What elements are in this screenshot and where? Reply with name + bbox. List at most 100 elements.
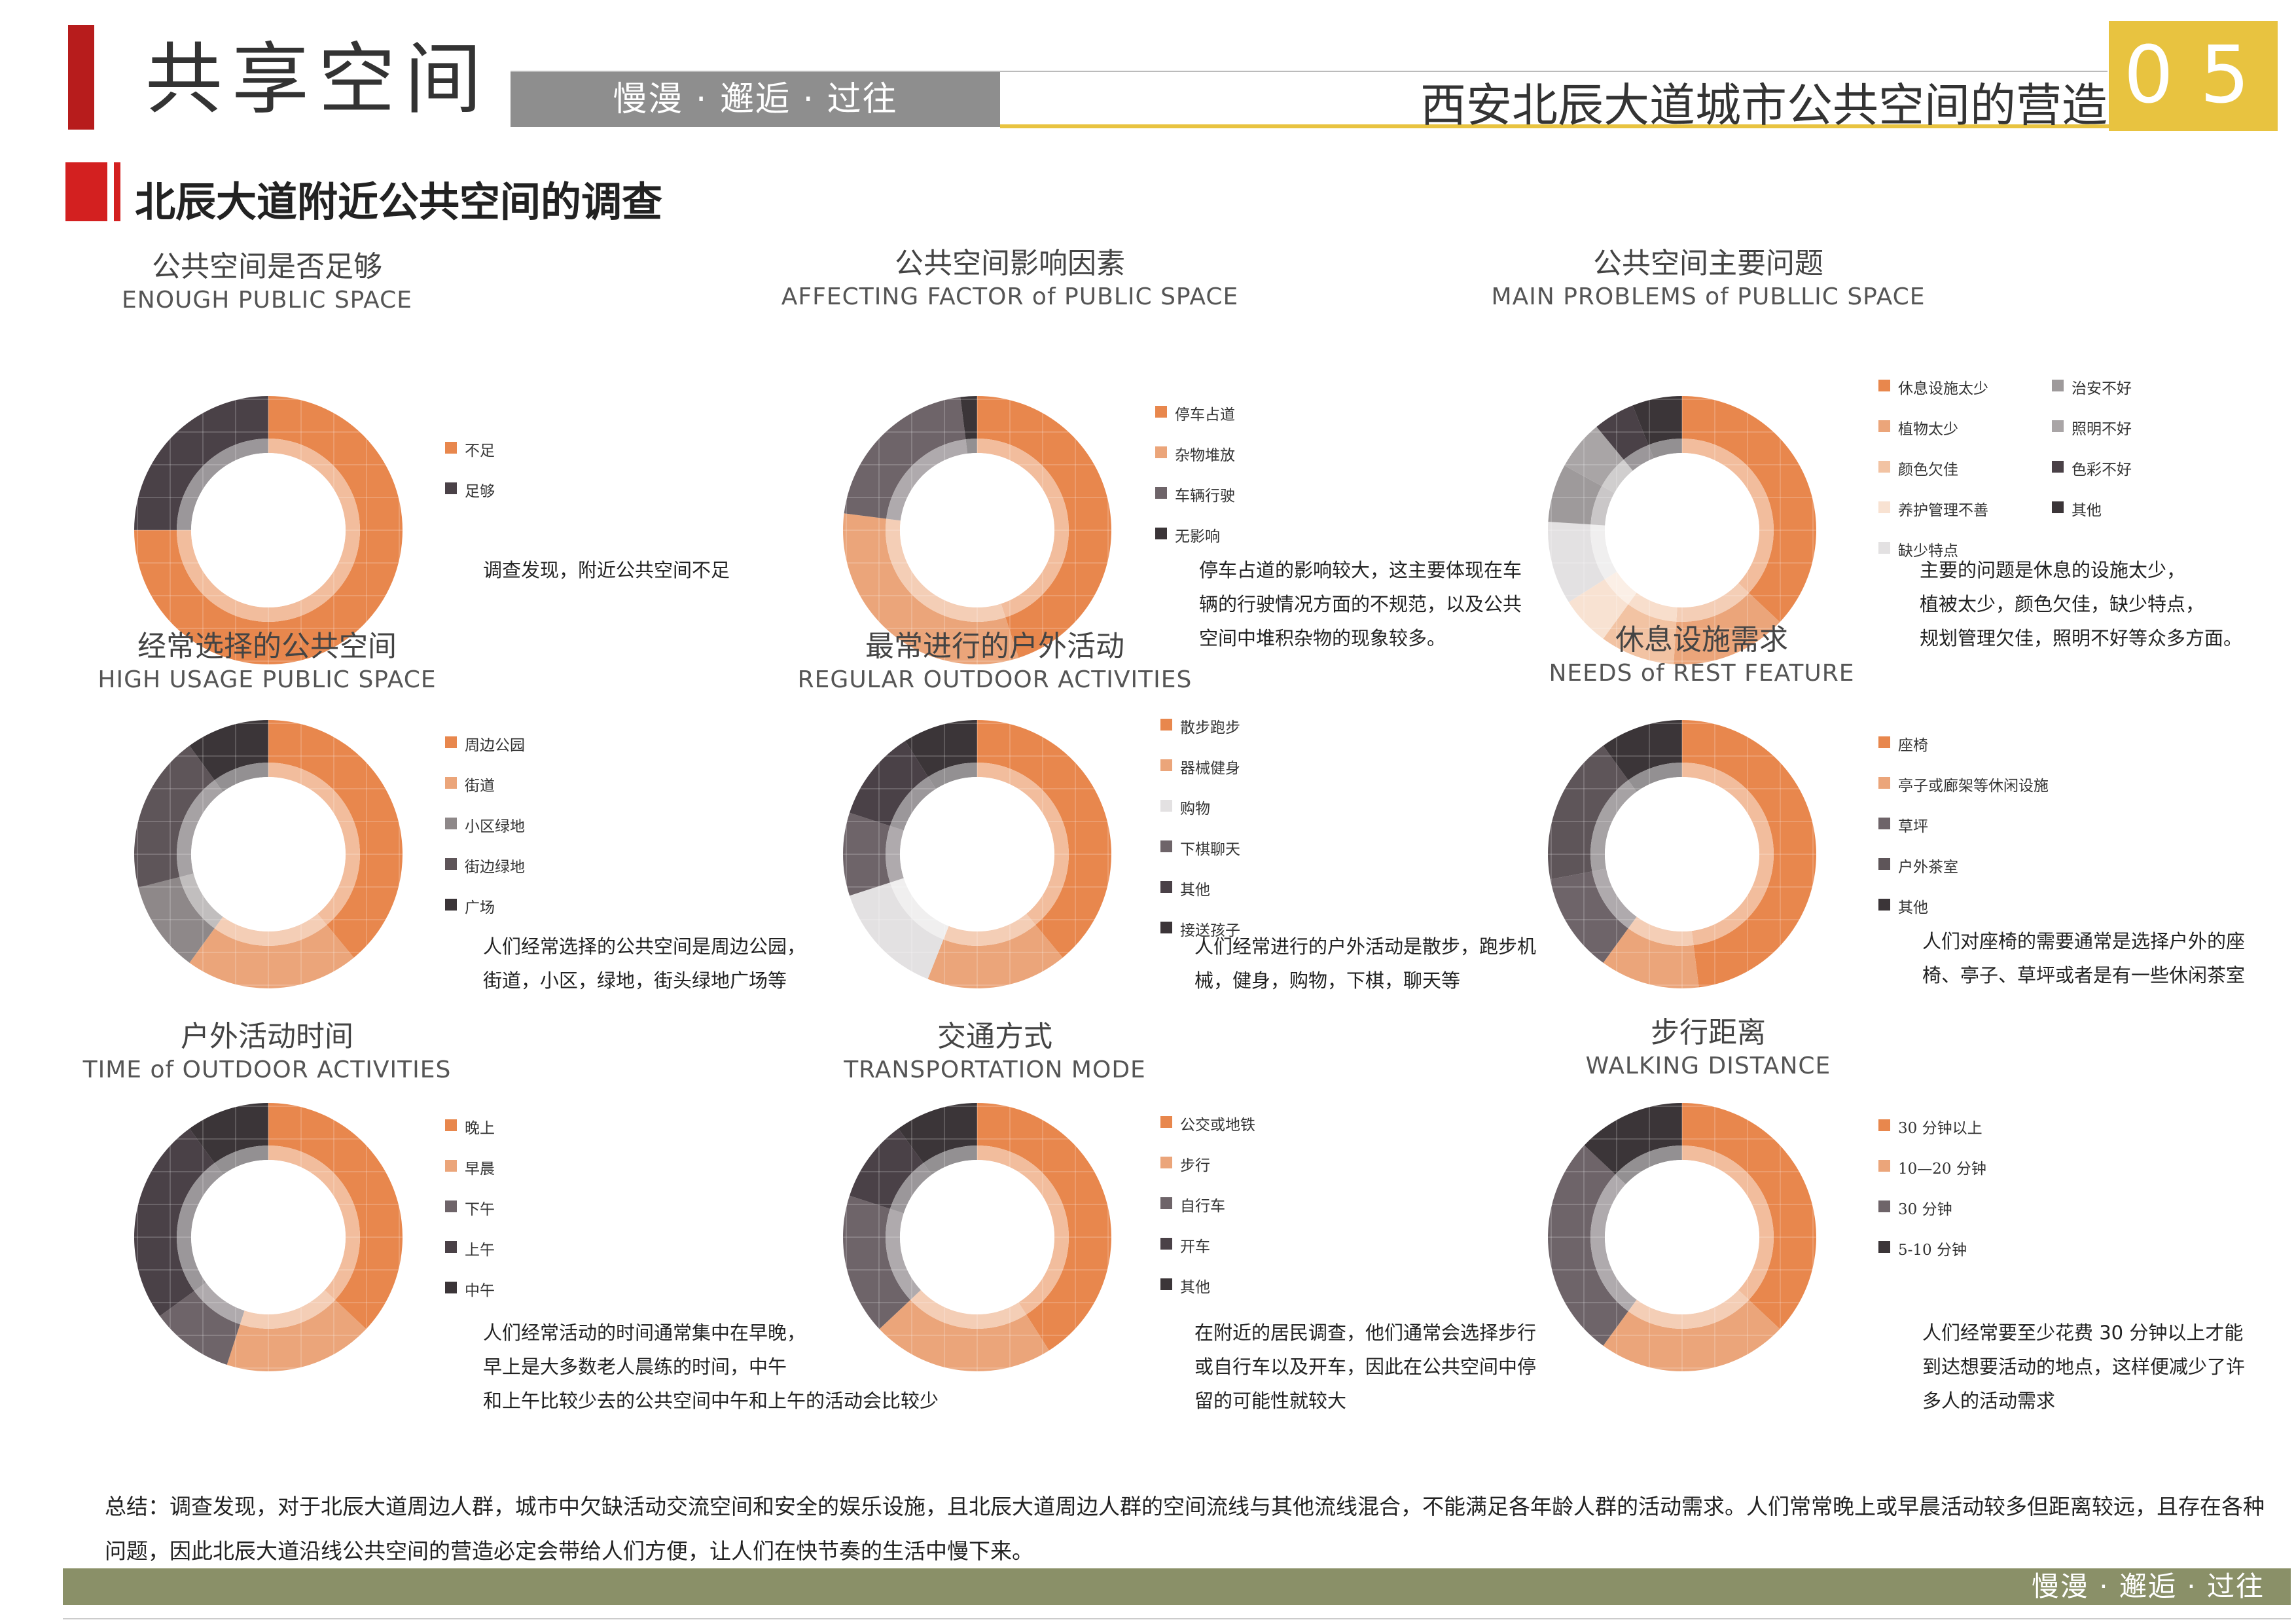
donut-slice-usage-3: [134, 746, 215, 888]
donut-hole: [191, 453, 346, 607]
legend-label: 早晨: [465, 1161, 495, 1178]
donut-slice-problems-2: [1603, 604, 1677, 664]
donut-inner-ring-distance-3: [1615, 1146, 1682, 1185]
legend-swatch: [445, 442, 457, 454]
donut-inner-ring-problems-8: [1648, 439, 1682, 459]
chart-note-enough: 调查发现，附近公共空间不足: [483, 559, 730, 581]
legend-label: 其他: [2072, 502, 2102, 519]
chart-title-en: AFFECTING FACTOR of PUBLIC SPACE: [781, 283, 1239, 310]
chart-title-cn: 公共空间是否足够: [152, 250, 382, 283]
project-title: 西安北辰大道城市公共空间的营造: [1420, 79, 2108, 132]
donut-slice-transport-1: [879, 1299, 1049, 1371]
donut-slice-transport-4: [898, 1103, 977, 1163]
legend-swatch: [1160, 1197, 1172, 1209]
donut-inner-ring-time-2: [194, 1282, 245, 1325]
donut-chart-time: [118, 1087, 419, 1388]
donut-slice-distance-3: [1584, 1103, 1682, 1175]
legend-label: 治安不好: [2072, 380, 2132, 397]
donut-slice-distance-2: [1548, 1145, 1628, 1346]
donut-inner-ring-time-1: [240, 1290, 336, 1329]
legend-label: 足够: [465, 483, 495, 500]
legend-label: 植物太少: [1898, 421, 1958, 438]
donut-slice-activities-3: [843, 812, 890, 896]
legend-swatch: [1878, 777, 1890, 789]
legend-swatch: [1878, 461, 1890, 473]
chart-note-factor: 停车占道的影响较大，这主要体现在车 辆的行驶情况方面的不规范，以及公共 空间中堆…: [1199, 559, 1522, 649]
chart-title-en: REGULAR OUTDOOR ACTIVITIES: [797, 666, 1193, 693]
legend-label: 步行: [1180, 1157, 1210, 1174]
donut-inner-ring-problems-3: [1604, 571, 1637, 605]
donut-inner-ring-usage-3: [177, 780, 223, 877]
legend-swatch: [1155, 487, 1167, 499]
donut-slice-usage-4: [189, 720, 268, 780]
legend-label: 草坪: [1898, 818, 1928, 835]
legend-swatch: [1160, 719, 1172, 731]
donut-hole: [1605, 453, 1759, 607]
legend-swatch: [445, 899, 457, 911]
legend-swatch: [1160, 1238, 1172, 1250]
legend-label: 30 分钟: [1898, 1201, 1952, 1218]
donut-slice-problems-5: [1548, 465, 1602, 525]
legend-swatch: [1160, 759, 1172, 771]
legend-label: 停车占道: [1175, 406, 1235, 424]
donut-hole: [1605, 777, 1759, 931]
legend-swatch: [1878, 380, 1890, 391]
legend-label: 散步跑步: [1180, 719, 1240, 736]
legend-item: 休息设施太少: [1878, 373, 2042, 414]
donut-inner-ring-factor-2: [886, 439, 968, 521]
donut-hole: [900, 1160, 1054, 1314]
page-number: 05: [2109, 21, 2278, 131]
section-accent-block: [65, 162, 107, 221]
donut-slice-rest-0: [1682, 720, 1816, 988]
chart-title-cn: 交通方式: [937, 1020, 1052, 1053]
legend-swatch: [1878, 1160, 1890, 1172]
legend-label: 户外茶室: [1898, 859, 1958, 876]
legend-swatch: [1878, 501, 1890, 513]
legend-swatch: [1155, 446, 1167, 458]
donut-inner-ring-rest-4: [1628, 763, 1682, 792]
header-accent-bar: [68, 25, 94, 130]
donut-chart-problems: [1532, 380, 1833, 681]
legend-swatch: [1160, 1157, 1172, 1168]
donut-slice-rest-4: [1603, 720, 1682, 780]
donut-slice-time-4: [189, 1103, 268, 1163]
legend-label: 公交或地铁: [1180, 1117, 1255, 1134]
legend-swatch: [1878, 818, 1890, 829]
donut-inner-ring-distance-1: [1628, 1290, 1749, 1329]
legend-label: 自行车: [1180, 1198, 1225, 1215]
legend-label: 杂物堆放: [1175, 447, 1235, 464]
legend-swatch: [1878, 1241, 1890, 1253]
chart-title-rest: 休息设施需求 NEEDS of REST FEATURE: [1473, 622, 1931, 689]
header-tagline: 慢漫 · 邂逅 · 过往: [511, 72, 1000, 127]
legend-label: 街边绿地: [465, 859, 525, 876]
chart-title-activities: 最常进行的户外活动 REGULAR OUTDOOR ACTIVITIES: [766, 628, 1224, 695]
chart-title-en: MAIN PROBLEMS of PUBLLIC SPACE: [1491, 283, 1926, 310]
legend-label: 下午: [465, 1201, 495, 1218]
donut-inner-ring-factor-1: [886, 518, 1006, 622]
donut-inner-ring-transport-0: [977, 1146, 1069, 1315]
donut-inner-ring-problems-2: [1628, 592, 1677, 622]
donut-inner-ring-enough-1: [177, 439, 268, 530]
donut-inner-ring-activities-5: [927, 763, 977, 789]
donut-inner-ring-problems-6: [1602, 460, 1633, 494]
donut-hole: [900, 777, 1054, 931]
chart-title-enough: 公共空间是否足够 ENOUGH PUBLIC SPACE: [38, 249, 496, 316]
legend-swatch: [445, 1119, 457, 1131]
chart-note-rest: 人们对座椅的需要通常是选择户外的座 椅、亭子、草坪或者是有一些休闲茶室: [1922, 930, 2246, 986]
legend-label: 开车: [1180, 1238, 1210, 1255]
legend-swatch: [2052, 461, 2064, 473]
legend-label: 5-10 分钟: [1898, 1242, 1967, 1259]
legend-swatch: [1160, 840, 1172, 852]
donut-slice-factor-2: [844, 397, 966, 519]
chart-title-problems: 公共空间主要问题 MAIN PROBLEMS of PUBLLIC SPACE: [1479, 245, 1937, 312]
legend-swatch: [445, 777, 457, 789]
chart-title-distance: 步行距离 WALKING DISTANCE: [1479, 1015, 1937, 1081]
chart-note-time: 人们经常活动的时间通常集中在早晚， 早上是大多数老人晨练的时间，中午 和上午比较…: [483, 1322, 939, 1412]
legend-label: 无影响: [1175, 528, 1220, 545]
legend-label: 小区绿地: [465, 818, 525, 835]
legend-label: 器械健身: [1180, 760, 1240, 777]
donut-inner-ring-rest-1: [1628, 916, 1694, 946]
legend-swatch: [445, 1160, 457, 1172]
donut-chart-factor: [827, 380, 1128, 681]
donut-slice-time-1: [226, 1299, 367, 1371]
